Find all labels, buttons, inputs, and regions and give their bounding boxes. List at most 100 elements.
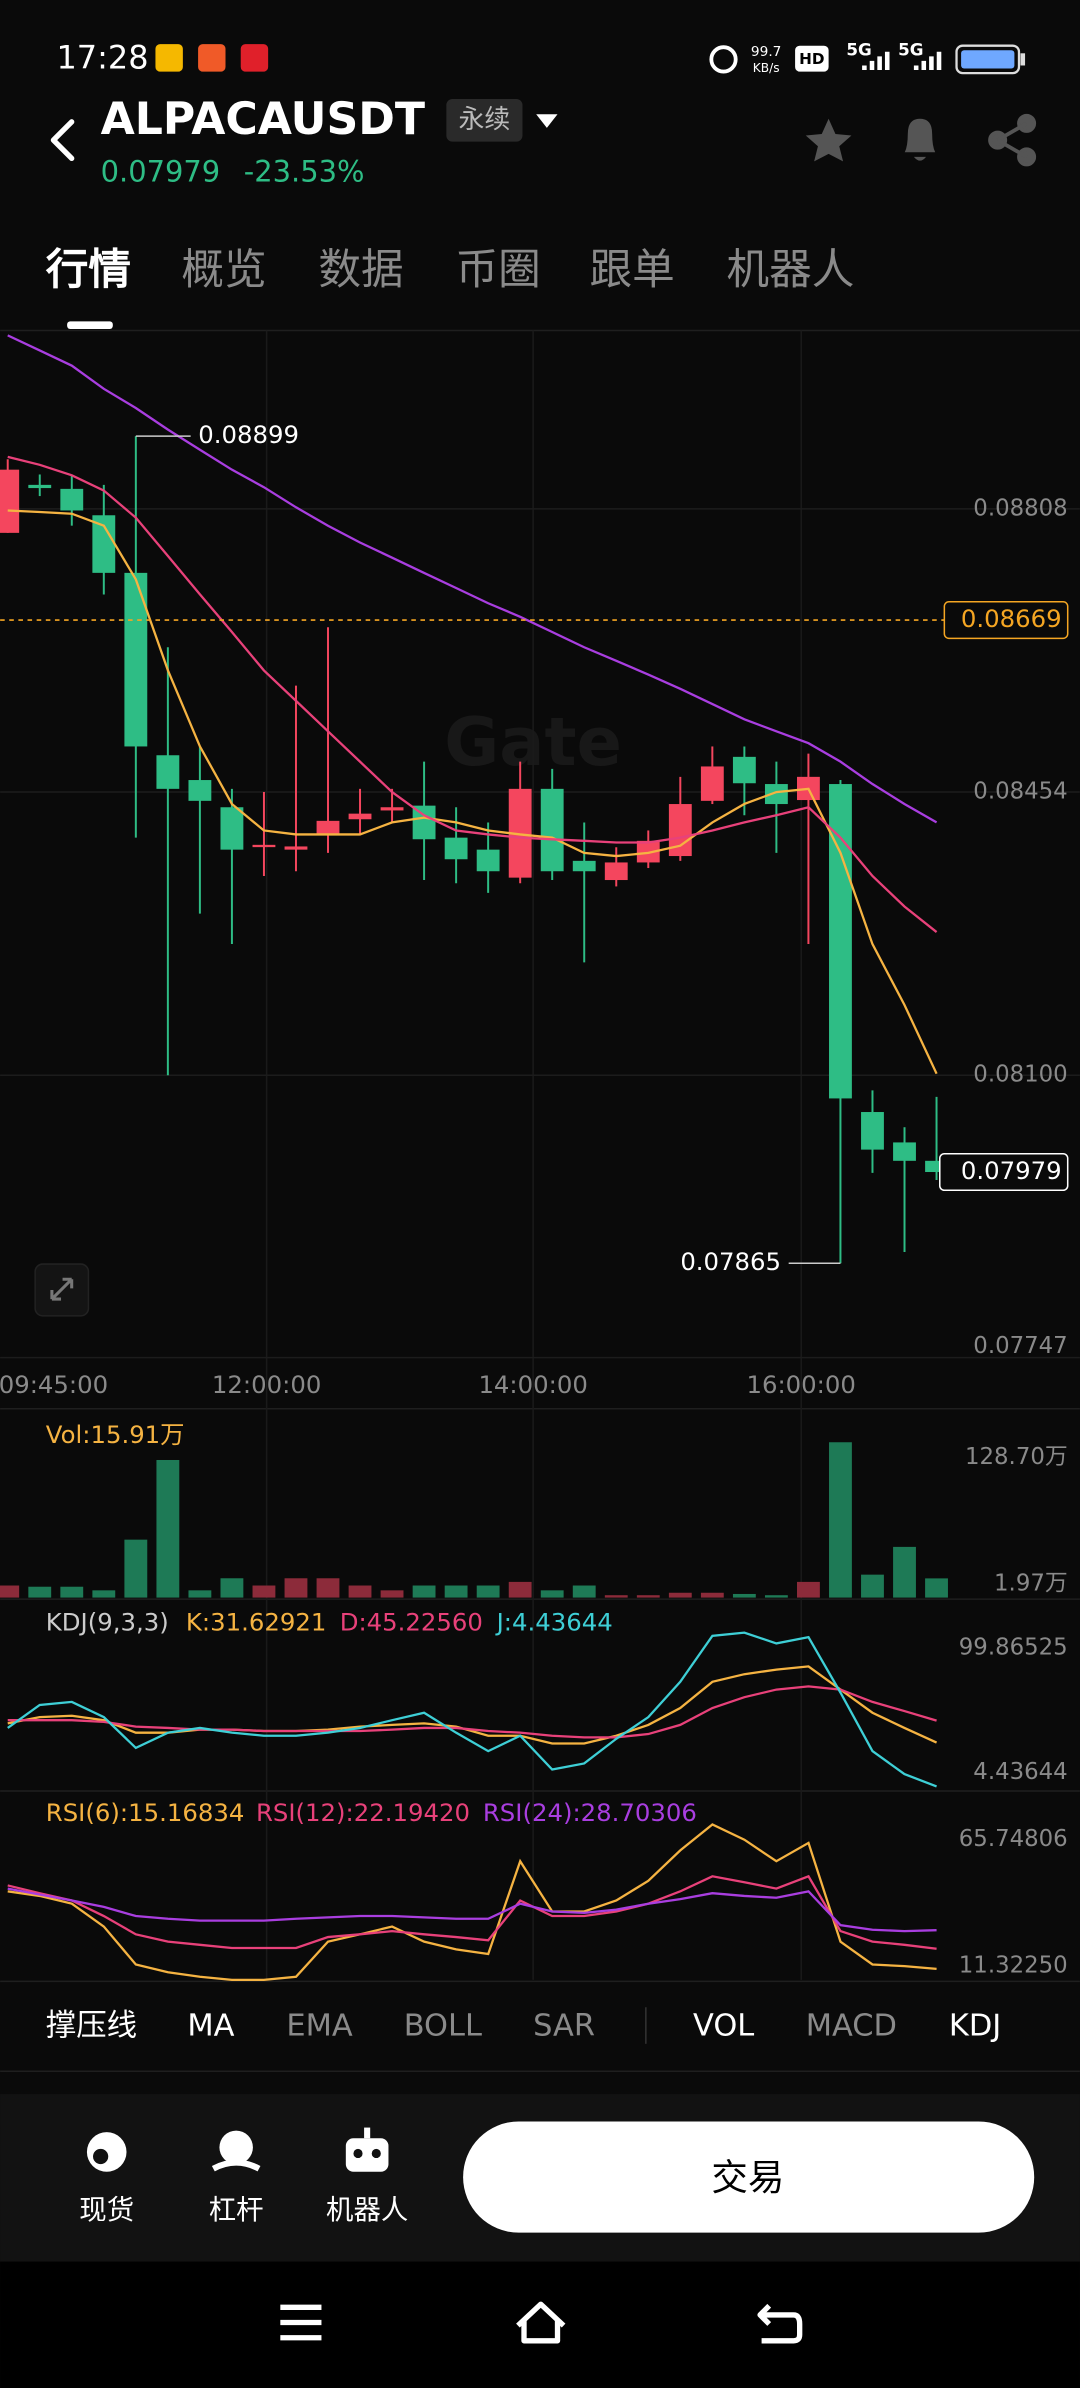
tab[interactable]: 币圈 xyxy=(455,245,540,295)
indicator-tab[interactable]: MACD xyxy=(806,2009,897,2044)
hd-text: HD xyxy=(799,50,824,68)
candle-body xyxy=(156,755,180,789)
candle-body xyxy=(28,484,52,489)
volume-bar xyxy=(861,1574,884,1598)
battery xyxy=(955,44,1021,75)
tab[interactable]: 概览 xyxy=(181,245,266,295)
volume-bar xyxy=(444,1585,468,1598)
notif-icon xyxy=(155,44,183,72)
x-tick-label: 09:45:00 xyxy=(0,1370,108,1399)
volume-bar xyxy=(796,1581,820,1598)
tab[interactable]: 跟单 xyxy=(589,245,674,295)
volume-bar xyxy=(604,1595,628,1598)
tab[interactable]: 机器人 xyxy=(727,245,855,295)
volume-bar xyxy=(220,1578,244,1598)
x-tick-label: 14:00:00 xyxy=(478,1370,587,1399)
legend-entry: K:31.62921 xyxy=(186,1607,326,1636)
candle-body xyxy=(124,572,148,747)
indicator-tab[interactable]: 撑压线 xyxy=(46,2009,137,2044)
legend-entry: RSI(12):22.19420 xyxy=(256,1798,470,1827)
x-tick-label: 12:00:00 xyxy=(212,1370,321,1399)
bottom-item[interactable]: 机器人 xyxy=(326,2195,408,2226)
y-tick-label: 0.07747 xyxy=(973,1333,1067,1359)
candle-body xyxy=(220,807,244,850)
volume-bar xyxy=(732,1593,756,1598)
indicator-tab[interactable]: VOL xyxy=(693,2009,754,2044)
indicator-tab[interactable]: SAR xyxy=(533,2009,595,2044)
trade-button[interactable] xyxy=(463,2121,1035,2233)
badge-text: 永续 xyxy=(459,105,511,135)
notif-icon xyxy=(240,44,269,72)
net-speed: 99.7 xyxy=(751,44,781,60)
y-tick-label: 128.70万 xyxy=(965,1444,1068,1470)
y-tick-label: 11.32250 xyxy=(959,1953,1068,1979)
header-price: 0.07979 xyxy=(101,155,221,189)
volume-bar xyxy=(476,1585,500,1598)
indicator-tab[interactable]: EMA xyxy=(286,2009,352,2044)
last-price-box xyxy=(939,1152,1069,1192)
indicator-line xyxy=(7,1685,937,1739)
volume-bar xyxy=(0,1585,20,1598)
candle-body xyxy=(444,837,468,860)
battery-tip xyxy=(1020,53,1026,66)
candle-body xyxy=(252,844,276,848)
candle-body xyxy=(604,862,628,881)
notif-icon xyxy=(198,44,226,72)
signal-bars xyxy=(913,51,942,71)
net-unit: KB/s xyxy=(753,61,780,75)
candle-body xyxy=(925,1160,948,1173)
volume-bar xyxy=(668,1592,692,1598)
candle-body xyxy=(380,807,404,811)
candle-body xyxy=(861,1112,884,1150)
volume-bar xyxy=(829,1442,852,1598)
volume-bar xyxy=(540,1590,564,1598)
candle-body xyxy=(188,780,212,801)
signal-bars xyxy=(862,51,890,71)
nav-bar xyxy=(0,2261,1080,2388)
indicator-tab[interactable]: BOLL xyxy=(404,2009,482,2044)
volume-bar xyxy=(284,1578,308,1598)
volume-bar xyxy=(156,1459,180,1598)
volume-bar xyxy=(508,1581,532,1598)
y-tick-label: 1.97万 xyxy=(994,1570,1068,1596)
favorite-button[interactable] xyxy=(805,118,852,162)
candle-body xyxy=(893,1142,916,1161)
signal-text: 5G xyxy=(846,39,871,59)
symbol: ALPACAUSDT xyxy=(101,94,425,145)
x-tick-label: 16:00:00 xyxy=(746,1370,855,1399)
candle-body xyxy=(732,756,756,784)
ma-line xyxy=(7,334,938,824)
nav-home[interactable] xyxy=(516,2301,566,2344)
candle-body xyxy=(508,788,532,878)
share-button[interactable] xyxy=(988,113,1037,167)
y-tick-label: 4.43644 xyxy=(973,1759,1067,1785)
dropdown[interactable] xyxy=(536,114,558,128)
nav-back[interactable] xyxy=(757,2303,803,2344)
volume-bar xyxy=(348,1585,372,1598)
y-tick-label: 0.08100 xyxy=(973,1062,1067,1088)
indicator-tab[interactable]: MA xyxy=(187,2009,234,2044)
tab[interactable]: 行情 xyxy=(46,245,131,295)
back-button[interactable] xyxy=(50,119,75,162)
indicator-line xyxy=(7,1823,937,1981)
header-change: -23.53% xyxy=(244,155,365,189)
margin-icon xyxy=(211,2130,261,2172)
candle-body xyxy=(829,784,852,1099)
tab[interactable]: 数据 xyxy=(318,245,403,295)
volume-bar xyxy=(188,1590,212,1598)
volume-bar xyxy=(252,1585,276,1598)
signal-text: 5G xyxy=(898,39,923,59)
volume-bar xyxy=(636,1595,660,1598)
status-time: 17:28 xyxy=(56,38,148,76)
alert-button[interactable] xyxy=(904,118,936,161)
hd-badge xyxy=(795,45,829,72)
indicator-tab[interactable]: KDJ xyxy=(949,2009,1001,2044)
bottom-item[interactable]: 现货 xyxy=(79,2195,134,2226)
volume-bar xyxy=(60,1586,84,1598)
ma-line xyxy=(7,509,938,1075)
nav-menu[interactable] xyxy=(280,2304,322,2341)
candle-body xyxy=(540,788,564,872)
bottom-item[interactable]: 杠杆 xyxy=(209,2195,264,2226)
